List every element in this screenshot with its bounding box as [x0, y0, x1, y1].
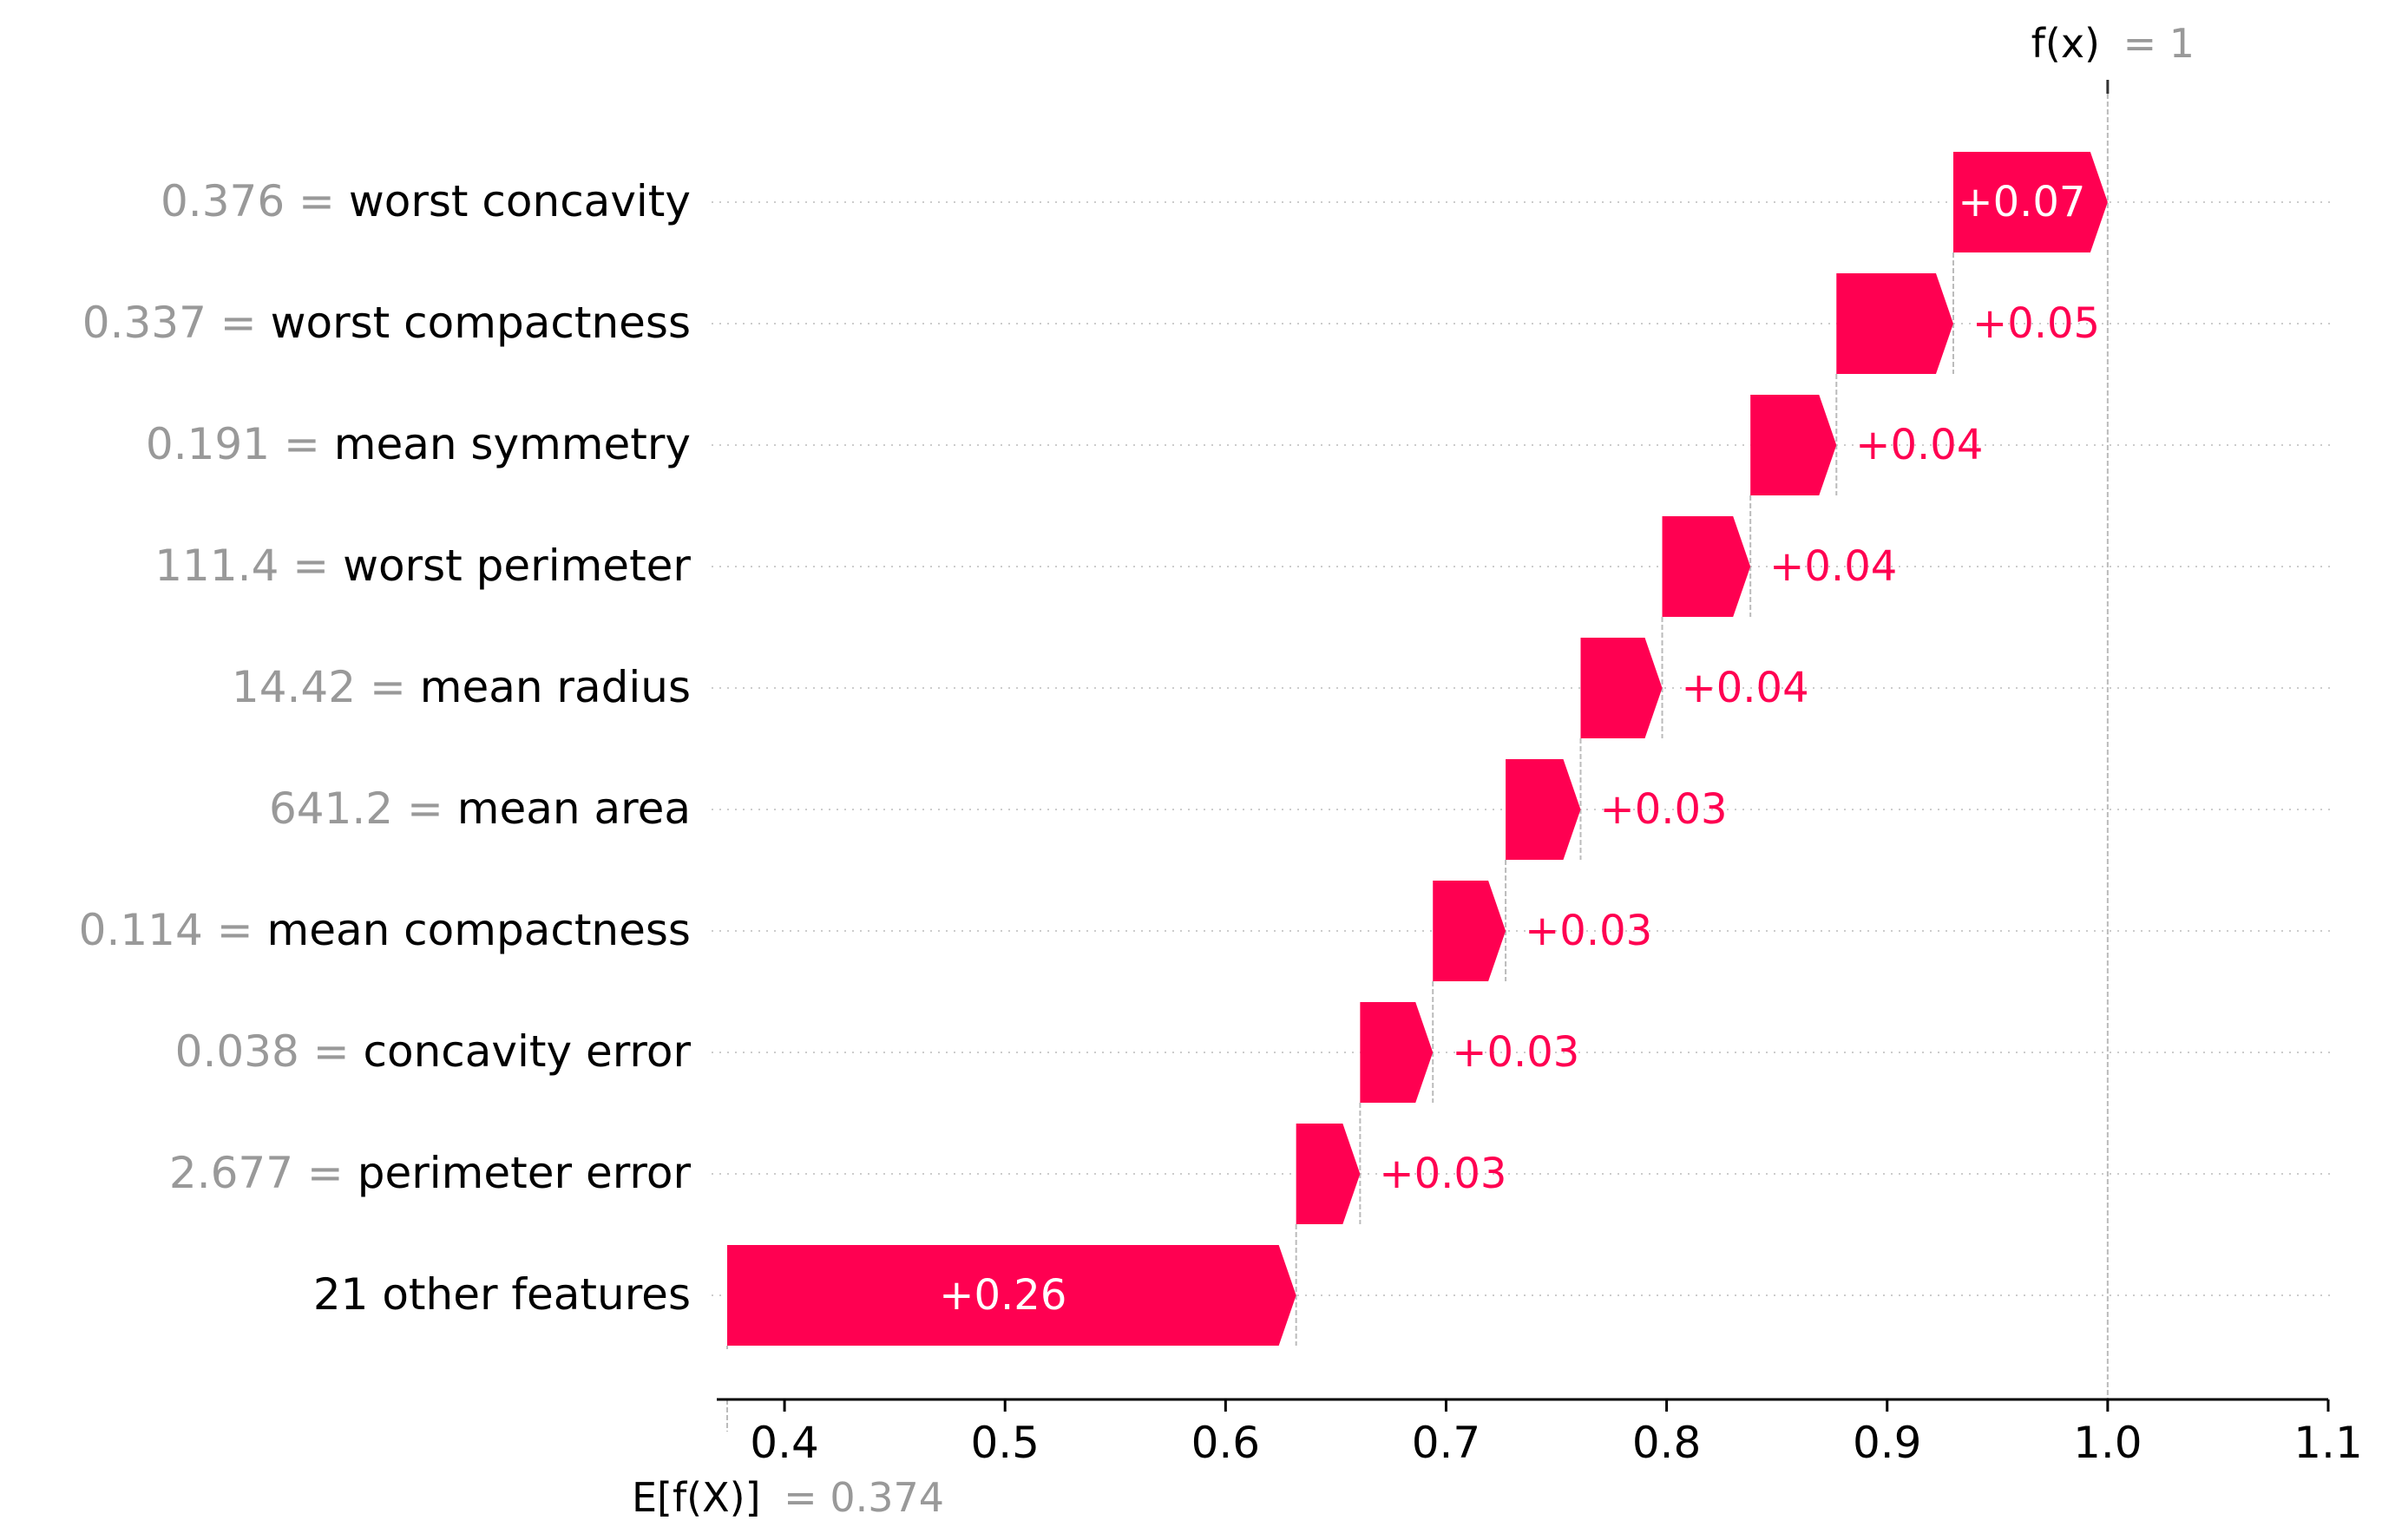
- feature-name: concavity error: [363, 1026, 691, 1077]
- base-name: E[f(X)]: [632, 1474, 761, 1521]
- feature-value: 0.191 =: [146, 419, 334, 469]
- x-tick-label: 0.4: [750, 1418, 819, 1468]
- contribution-label: +0.26: [939, 1271, 1066, 1320]
- feature-value: 0.376 =: [161, 176, 349, 226]
- x-tick-label: 0.7: [1412, 1418, 1481, 1468]
- feature-name: worst perimeter: [343, 541, 691, 591]
- bar: [1360, 1002, 1434, 1103]
- contribution-label: +0.03: [1525, 907, 1652, 955]
- bar: [1433, 881, 1506, 981]
- x-tick-label: 0.5: [970, 1418, 1040, 1468]
- bar: [1750, 395, 1837, 495]
- bar: [1506, 759, 1581, 860]
- feature-label: 0.337 = worst compactness: [82, 298, 691, 348]
- feature-label: 0.191 = mean symmetry: [146, 419, 691, 469]
- feature-label: 14.42 = mean radius: [232, 662, 691, 712]
- feature-label: 0.376 = worst concavity: [161, 176, 691, 226]
- x-tick-label: 0.6: [1191, 1418, 1261, 1468]
- feature-name: mean compactness: [266, 905, 691, 955]
- bar: [727, 1245, 1296, 1346]
- contribution-label: +0.04: [1769, 542, 1897, 591]
- feature-name: worst compactness: [271, 298, 691, 348]
- feature-value: 641.2 =: [269, 783, 457, 834]
- output-name: f(x): [2031, 20, 2100, 67]
- feature-name: worst concavity: [349, 176, 691, 226]
- feature-label: 111.4 = worst perimeter: [154, 541, 691, 591]
- x-axis: 0.4 0.5 0.6 0.7 0.8 0.9 1.0 1.1: [717, 1398, 2363, 1468]
- feature-label: 0.038 = concavity error: [175, 1026, 692, 1077]
- feature-name: perimeter error: [358, 1148, 692, 1198]
- bar: [1836, 273, 1953, 374]
- contribution-label: +0.04: [1855, 421, 1983, 469]
- feature-name: 21 other features: [313, 1269, 691, 1320]
- output-label: f(x) = 1: [2031, 20, 2195, 67]
- feature-labels: 0.376 = worst concavity +0.07 0.337 = wors…: [79, 176, 2100, 1320]
- contribution-label: +0.03: [1379, 1150, 1506, 1198]
- output-value: = 1: [2123, 20, 2195, 67]
- feature-value: 14.42 =: [232, 662, 420, 712]
- feature-value: 0.337 =: [82, 298, 271, 348]
- connector-lines: [726, 80, 2110, 1432]
- feature-name: mean radius: [420, 662, 691, 712]
- contribution-label: +0.03: [1599, 785, 1727, 834]
- contribution-label: +0.04: [1682, 664, 1809, 712]
- feature-name: mean area: [457, 783, 691, 834]
- x-tick-label: 0.8: [1632, 1418, 1702, 1468]
- bars: [727, 152, 2108, 1346]
- bar: [1580, 638, 1663, 738]
- x-tick-label: 0.9: [1853, 1418, 1922, 1468]
- feature-label: 2.677 = perimeter error: [169, 1148, 692, 1198]
- x-tick-label: 1.1: [2293, 1418, 2363, 1468]
- feature-value: 0.038 =: [175, 1026, 364, 1077]
- feature-value: 2.677 =: [169, 1148, 358, 1198]
- feature-label: 641.2 = mean area: [269, 783, 691, 834]
- base-value-label: E[f(X)] = 0.374: [632, 1474, 944, 1521]
- contribution-label: +0.07: [1958, 178, 2085, 226]
- base-value: = 0.374: [784, 1474, 944, 1521]
- bar: [1952, 152, 2108, 252]
- bar: [1662, 516, 1751, 617]
- contribution-label: +0.05: [1972, 299, 2100, 348]
- contribution-label: +0.03: [1452, 1028, 1579, 1077]
- grid-lines: [712, 201, 2334, 1296]
- feature-name: mean symmetry: [334, 419, 691, 469]
- feature-label: 0.114 = mean compactness: [79, 905, 691, 955]
- feature-label: 21 other features: [313, 1269, 691, 1320]
- feature-value: 111.4 =: [154, 541, 343, 591]
- bar: [1296, 1124, 1361, 1224]
- x-tick-label: 1.0: [2073, 1418, 2142, 1468]
- feature-value: 0.114 =: [79, 905, 267, 955]
